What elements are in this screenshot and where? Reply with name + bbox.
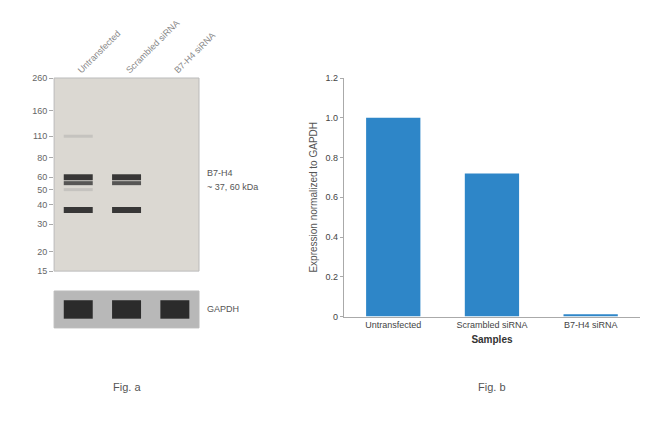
svg-text:1.2: 1.2	[326, 73, 339, 83]
svg-text:160: 160	[32, 106, 47, 116]
svg-text:0.6: 0.6	[326, 192, 339, 202]
svg-text:0.2: 0.2	[326, 272, 339, 282]
svg-text:110: 110	[33, 131, 47, 141]
svg-text:0: 0	[333, 312, 338, 322]
svg-text:Scrambled siRNA: Scrambled siRNA	[456, 320, 527, 330]
svg-text:40: 40	[37, 200, 47, 210]
svg-text:260: 260	[32, 73, 47, 83]
svg-text:Untransfected: Untransfected	[76, 29, 123, 76]
svg-text:Untransfected: Untransfected	[365, 320, 421, 330]
svg-text:Expression normalized to GAPDH: Expression normalized to GAPDH	[308, 122, 319, 273]
svg-text:B7-H4 siRNA: B7-H4 siRNA	[564, 320, 618, 330]
svg-text:15: 15	[37, 266, 47, 276]
svg-text:B7-H4: B7-H4	[207, 168, 233, 178]
svg-text:50: 50	[37, 185, 47, 195]
svg-text:0.4: 0.4	[326, 232, 339, 242]
svg-text:B7-H4 siRNA: B7-H4 siRNA	[172, 30, 217, 75]
svg-text:Scrambled siRNA: Scrambled siRNA	[124, 18, 181, 75]
svg-text:20: 20	[37, 247, 47, 257]
svg-text:Fig. a: Fig. a	[113, 381, 141, 393]
svg-text:GAPDH: GAPDH	[207, 304, 239, 314]
svg-text:~ 37, 60 kDa: ~ 37, 60 kDa	[207, 182, 258, 192]
svg-text:80: 80	[37, 153, 47, 163]
svg-text:30: 30	[37, 219, 47, 229]
svg-text:0.8: 0.8	[326, 153, 339, 163]
svg-text:Fig. b: Fig. b	[478, 381, 506, 393]
svg-text:60: 60	[37, 172, 47, 182]
svg-text:Samples: Samples	[471, 334, 513, 345]
svg-text:1.0: 1.0	[326, 113, 339, 123]
